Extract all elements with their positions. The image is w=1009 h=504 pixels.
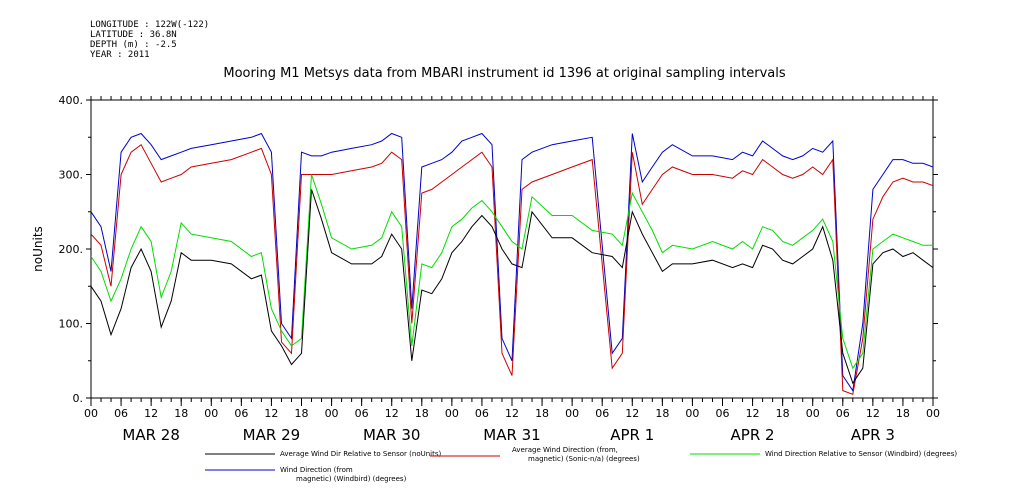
legend-label-line2: magnetic) (Sonic-n/a) (degrees): [528, 455, 640, 463]
x-tick-label: 06: [716, 407, 730, 420]
x-tick-label: 12: [866, 407, 880, 420]
x-tick-label: 18: [896, 407, 910, 420]
x-tick-label: 06: [114, 407, 128, 420]
x-tick-label: 00: [926, 407, 940, 420]
y-axis-label: noUnits: [31, 226, 45, 272]
x-tick-label: 18: [295, 407, 309, 420]
day-label: MAR 28: [122, 426, 179, 444]
day-label: APR 2: [731, 426, 775, 444]
x-tick-label: 12: [385, 407, 399, 420]
year-label: YEAR : 2011: [90, 50, 150, 60]
day-label: APR 1: [610, 426, 654, 444]
y-tick-label: 200.: [59, 243, 84, 256]
y-tick-label: 400.: [59, 94, 84, 107]
legend-label-line2: magnetic) (Windbird) (degrees): [296, 475, 407, 483]
series-line-4: [91, 132, 933, 392]
legend-label: Average Wind Direction (from,: [512, 446, 618, 454]
x-tick-label: 18: [776, 407, 790, 420]
x-tick-label: 12: [144, 407, 158, 420]
day-label: MAR 30: [363, 426, 420, 444]
legend-label: Wind Direction Relative to Sensor (Windb…: [765, 450, 957, 458]
y-tick-label: 100.: [59, 318, 84, 331]
x-tick-label: 06: [595, 407, 609, 420]
depth-label: DEPTH (m) : -2.5: [90, 40, 177, 50]
day-label: MAR 31: [483, 426, 540, 444]
x-tick-label: 12: [746, 407, 760, 420]
x-tick-label: 18: [535, 407, 549, 420]
series-line-3: [91, 174, 933, 370]
x-tick-label: 00: [204, 407, 218, 420]
x-tick-label: 06: [355, 407, 369, 420]
x-tick-label: 00: [445, 407, 459, 420]
y-tick-label: 0.: [73, 392, 84, 405]
legend-label: Average Wind Dir Relative to Sensor (noU…: [280, 450, 441, 458]
x-tick-label: 06: [475, 407, 489, 420]
x-tick-label: 12: [625, 407, 639, 420]
series-line-1: [91, 189, 933, 385]
x-tick-label: 06: [234, 407, 248, 420]
series-line-2: [91, 143, 933, 395]
legend-label: Wind Direction (from: [280, 466, 353, 474]
x-tick-label: 00: [685, 407, 699, 420]
x-tick-label: 12: [264, 407, 278, 420]
x-tick-label: 18: [174, 407, 188, 420]
longitude-label: LONGITUDE : 122W(-122): [90, 20, 210, 30]
x-tick-label: 06: [836, 407, 850, 420]
x-tick-label: 12: [505, 407, 519, 420]
x-tick-label: 00: [325, 407, 339, 420]
day-label: MAR 29: [243, 426, 300, 444]
x-tick-label: 00: [806, 407, 820, 420]
x-tick-label: 00: [84, 407, 98, 420]
metadata-block: LONGITUDE : 122W(-122) LATITUDE : 36.8N …: [90, 20, 209, 60]
y-tick-label: 300.: [59, 169, 84, 182]
day-label: APR 3: [851, 426, 895, 444]
x-tick-label: 18: [415, 407, 429, 420]
chart-title: Mooring M1 Metsys data from MBARI instru…: [223, 66, 786, 81]
latitude-label: LATITUDE : 36.8N: [90, 30, 177, 40]
x-tick-label: 00: [565, 407, 579, 420]
x-tick-label: 18: [655, 407, 669, 420]
